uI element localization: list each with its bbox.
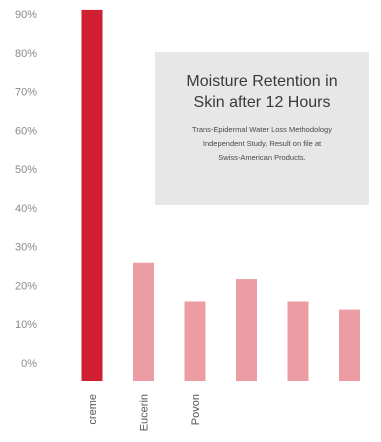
- bars: [81, 9, 360, 382]
- chart-title-line-2: Skin after 12 Hours: [194, 94, 331, 111]
- y-tick-label: 20%: [15, 280, 37, 292]
- x-tick-label: Eucerin: [139, 394, 151, 431]
- x-axis-labels: creme Eucerin Povon: [87, 394, 202, 431]
- bar: [133, 262, 154, 381]
- y-tick-label: 60%: [15, 125, 37, 137]
- y-tick-label: 30%: [15, 242, 37, 254]
- y-tick-label: 70%: [15, 87, 37, 99]
- study-note-line-2: Independent Study. Result on file at: [203, 139, 322, 148]
- x-tick-label: Povon: [190, 394, 202, 425]
- bar: [339, 309, 360, 381]
- chart-title-line-1: Moisture Retention in: [186, 73, 337, 90]
- y-axis-ticks: 0% 10% 20% 30% 40% 50% 60% 70% 80% 90%: [15, 9, 37, 370]
- title-panel: [155, 52, 369, 205]
- x-tick-label: creme: [87, 394, 99, 425]
- bar: [81, 9, 103, 382]
- study-note-line-3: Swiss-American Products.: [218, 153, 306, 162]
- bar: [236, 279, 257, 381]
- y-tick-label: 50%: [15, 164, 37, 176]
- study-note-line-1: Trans-Epidermal Water Loss Methodology: [192, 125, 332, 134]
- y-tick-label: 0%: [21, 358, 37, 370]
- bar: [287, 301, 309, 381]
- y-tick-label: 40%: [15, 203, 37, 215]
- y-tick-label: 80%: [15, 48, 37, 60]
- y-tick-label: 10%: [15, 319, 37, 331]
- y-tick-label: 90%: [15, 9, 37, 21]
- bar: [184, 301, 206, 381]
